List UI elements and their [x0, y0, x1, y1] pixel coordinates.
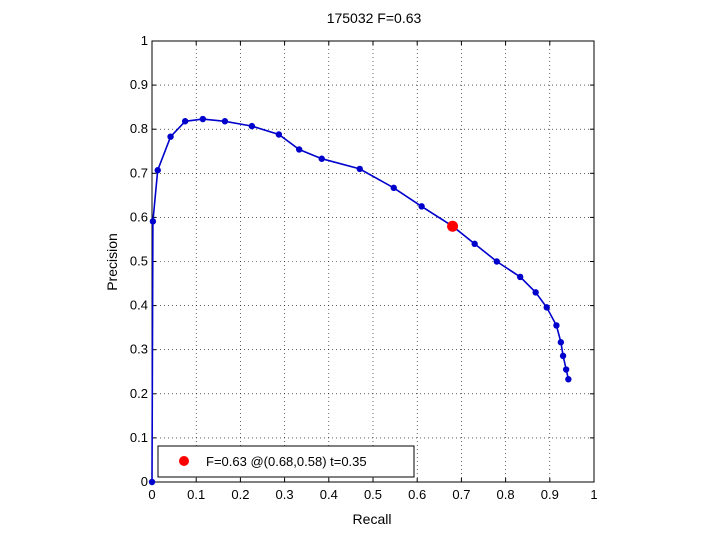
y-tick-label: 0.5 — [130, 254, 148, 269]
x-tick-label: 0.1 — [187, 487, 205, 502]
y-tick-label: 0.3 — [130, 342, 148, 357]
data-point — [559, 352, 567, 360]
x-axis-title: Recall — [353, 511, 392, 527]
y-tick-label: 0.4 — [130, 298, 148, 313]
data-point — [248, 122, 256, 130]
x-tick-label: 0.6 — [408, 487, 426, 502]
legend: F=0.63 @(0.68,0.58) t=0.35 — [157, 445, 415, 478]
data-point — [565, 376, 572, 383]
legend-box — [157, 445, 415, 478]
y-tick-label: 1 — [141, 33, 148, 48]
y-tick-label: 0.2 — [130, 386, 148, 401]
best-f-point — [447, 220, 459, 232]
y-tick-label: 0.1 — [130, 430, 148, 445]
series — [148, 115, 572, 486]
x-tick-label: 0.4 — [320, 487, 338, 502]
x-tick-label: 0.8 — [497, 487, 515, 502]
data-point — [471, 240, 478, 248]
y-tick-labels: 0 0.1 0.2 0.3 0.4 0.5 0.6 0.7 0.8 0.9 1 — [130, 33, 148, 489]
y-tick-label: 0.8 — [130, 121, 148, 136]
x-tick-label: 0.7 — [452, 487, 470, 502]
grid — [152, 41, 594, 482]
legend-label: F=0.63 @(0.68,0.58) t=0.35 — [206, 454, 367, 469]
data-point — [532, 289, 539, 296]
data-point — [167, 133, 174, 140]
highlight — [447, 220, 459, 232]
legend-marker — [179, 456, 189, 466]
data-point — [154, 167, 161, 174]
x-tick-label: 0.9 — [541, 487, 559, 502]
y-axis-title: Precision — [104, 233, 120, 291]
x-tick-label: 0 — [148, 487, 155, 502]
data-point — [221, 118, 229, 125]
data-point — [275, 131, 283, 138]
data-point — [199, 115, 207, 123]
data-point — [553, 322, 560, 329]
data-point — [543, 304, 550, 311]
chart-title: 175032 F=0.63 — [327, 10, 422, 26]
data-point — [562, 366, 570, 373]
data-point — [181, 118, 189, 125]
data-point — [148, 478, 156, 486]
data-point — [356, 165, 363, 173]
x-tick-label: 0.3 — [276, 487, 294, 502]
data-point — [418, 203, 425, 210]
data-point — [149, 218, 157, 225]
y-tick-label: 0.7 — [130, 165, 148, 180]
x-tick-labels: 0 0.1 0.2 0.3 0.4 0.5 0.6 0.7 0.8 0.9 1 — [148, 487, 597, 502]
y-tick-label: 0.9 — [130, 77, 148, 92]
x-tick-label: 0.5 — [364, 487, 382, 502]
data-point — [295, 146, 303, 153]
data-point — [516, 273, 524, 281]
y-tick-label: 0 — [141, 474, 148, 489]
data-point — [318, 155, 325, 162]
data-point — [493, 258, 500, 265]
data-point — [557, 339, 565, 346]
y-tick-label: 0.6 — [130, 209, 148, 224]
x-tick-label: 0.2 — [231, 487, 249, 502]
data-point — [390, 184, 397, 192]
x-tick-label: 1 — [590, 487, 597, 502]
